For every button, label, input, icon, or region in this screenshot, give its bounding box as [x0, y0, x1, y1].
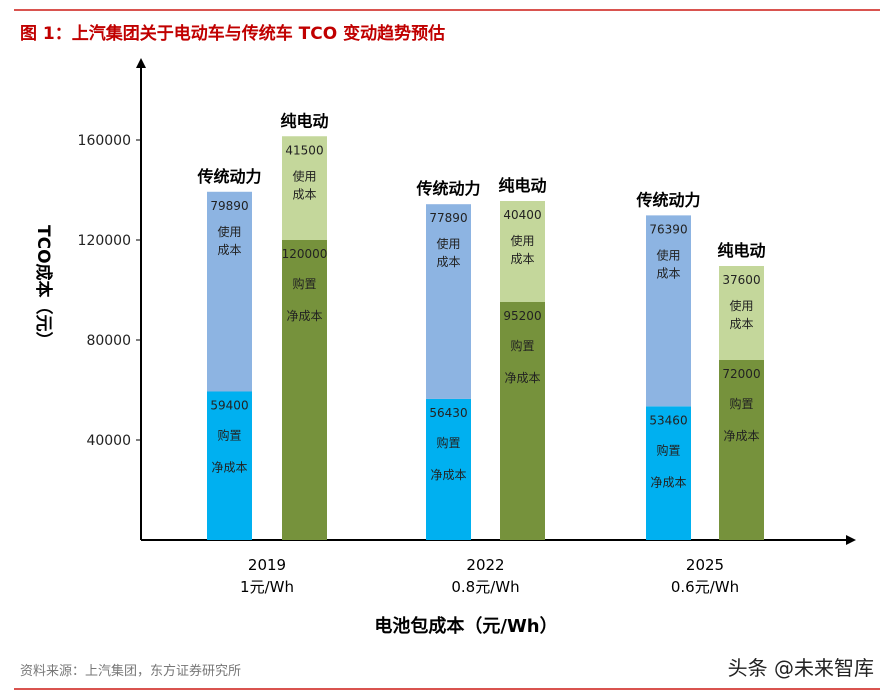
x-tick-cost: 1元/Wh — [240, 578, 294, 596]
segment-label: 净成本 — [430, 468, 466, 482]
segment-label: 使用 — [729, 298, 753, 313]
segment-label: 成本 — [436, 255, 460, 269]
bar-segment — [426, 398, 471, 540]
data-label: 72000 — [722, 367, 760, 381]
data-label: 37600 — [722, 273, 760, 287]
data-label: 56430 — [429, 406, 467, 420]
group-label: 纯电动 — [280, 111, 328, 130]
segment-label: 成本 — [729, 317, 753, 331]
y-tick-label: 40000 — [86, 433, 131, 449]
y-tick-label: 120000 — [78, 233, 131, 249]
segment-label: 使用 — [292, 168, 316, 183]
y-tick-label: 80000 — [86, 333, 131, 349]
watermark: 头条 @未来智库 — [727, 656, 874, 680]
data-label: 95200 — [503, 309, 541, 323]
segment-label: 使用 — [510, 233, 534, 248]
bar-segment — [500, 201, 545, 302]
segment-label: 购置 — [510, 338, 534, 353]
data-label: 77890 — [429, 211, 467, 225]
bar-segment — [646, 406, 691, 540]
data-label: 120000 — [282, 247, 328, 261]
segment-label: 成本 — [292, 187, 316, 201]
segment-label: 净成本 — [504, 371, 540, 385]
bar-segment — [719, 360, 764, 540]
data-label: 79890 — [210, 199, 248, 213]
data-label: 40400 — [503, 208, 541, 222]
x-tick-cost: 0.6元/Wh — [671, 578, 739, 596]
segment-label: 使用 — [436, 236, 460, 251]
data-label: 53460 — [649, 413, 687, 427]
top-rule — [14, 9, 880, 11]
bar-segment — [282, 240, 327, 540]
x-tick-year: 2022 — [466, 556, 504, 574]
group-label: 传统动力 — [415, 179, 480, 198]
bar-segment — [207, 191, 252, 392]
figure-title: 图 1：上汽集团关于电动车与传统车 TCO 变动趋势预估 — [20, 24, 446, 44]
segment-label: 购置 — [729, 396, 753, 411]
x-tick-cost: 0.8元/Wh — [451, 578, 519, 596]
bar-segment — [500, 302, 545, 540]
segment-label: 成本 — [217, 243, 241, 257]
bar-segment — [646, 215, 691, 407]
segment-label: 购置 — [656, 442, 680, 457]
segment-label: 购置 — [217, 428, 241, 443]
x-axis-label: 电池包成本（元/Wh） — [374, 615, 557, 637]
group-label: 纯电动 — [498, 176, 546, 195]
y-axis-label: TCO成本（元） — [33, 225, 54, 349]
segment-label: 成本 — [510, 252, 534, 266]
bar-segment — [426, 204, 471, 399]
segment-label: 净成本 — [286, 309, 322, 323]
segment-label: 使用 — [656, 247, 680, 262]
segment-label: 成本 — [656, 266, 680, 280]
x-axis-arrow — [846, 535, 856, 545]
x-tick-year: 2019 — [248, 556, 286, 574]
data-label: 76390 — [649, 222, 687, 236]
source-note: 资料来源：上汽集团，东方证券研究所 — [20, 664, 242, 679]
segment-label: 购置 — [292, 276, 316, 291]
y-axis-arrow — [136, 58, 146, 68]
data-label: 59400 — [210, 399, 248, 413]
bar-segment — [207, 391, 252, 540]
x-tick-year: 2025 — [686, 556, 724, 574]
bar-segment — [719, 266, 764, 360]
group-label: 传统动力 — [196, 167, 261, 186]
segment-label: 净成本 — [211, 461, 247, 475]
segment-label: 净成本 — [650, 475, 686, 489]
group-label: 纯电动 — [717, 241, 765, 260]
bottom-rule — [14, 688, 880, 690]
group-label: 传统动力 — [635, 190, 700, 209]
segment-label: 购置 — [436, 435, 460, 450]
segment-label: 净成本 — [723, 429, 759, 443]
bar-segment — [282, 136, 327, 240]
segment-label: 使用 — [217, 224, 241, 239]
data-label: 41500 — [285, 143, 323, 157]
y-tick-label: 160000 — [78, 133, 131, 149]
